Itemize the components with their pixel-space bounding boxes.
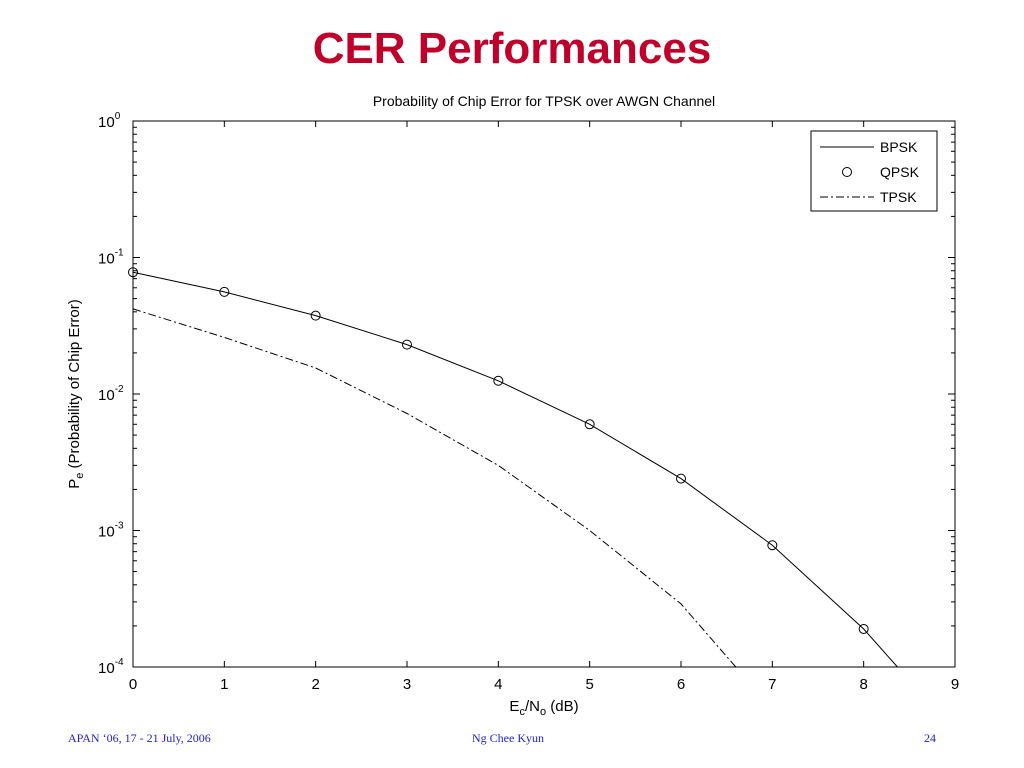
x-tick-label: 7 xyxy=(768,676,776,693)
data-point-qpsk xyxy=(402,339,412,350)
data-point-qpsk xyxy=(219,286,230,297)
x-tick-label: 5 xyxy=(585,676,593,693)
legend: BPSK QPSK TPSK xyxy=(810,130,938,212)
data-point-qpsk xyxy=(767,540,778,551)
x-tick-label: 4 xyxy=(494,676,502,693)
axis-ticks xyxy=(132,120,956,668)
footer-author: Ng Chee Kyun xyxy=(472,731,544,745)
data-point-qpsk xyxy=(493,375,504,386)
x-tick-label: 8 xyxy=(859,676,867,693)
x-tick-label: 2 xyxy=(311,676,319,693)
footer-event: APAN ‘06, 17 - 21 July, 2006 xyxy=(68,731,211,745)
data-point-qpsk xyxy=(310,310,321,321)
plot-frame xyxy=(132,120,956,668)
chart: 0 1 2 3 4 5 6 7 8 9 100 10-1 10-2 10-3 10-4 Probabili… xyxy=(66,93,959,718)
legend-label-tpsk: TPSK xyxy=(880,189,917,205)
footer-page-number: 24 xyxy=(924,731,936,745)
data-point-qpsk xyxy=(858,623,869,634)
y-tick-label: 10-4 xyxy=(98,657,124,677)
series-line-bpsk xyxy=(132,271,898,668)
slide-title: CER Performances xyxy=(312,24,712,73)
y-tick-label: 10-1 xyxy=(98,248,124,268)
x-axis-label: Ec/No (dB) xyxy=(509,698,578,718)
y-tick-label: 10-3 xyxy=(98,521,124,541)
legend-label-qpsk: QPSK xyxy=(880,164,920,180)
chart-title: Probability of Chip Error for TPSK over … xyxy=(373,93,715,109)
y-axis-label: Pe (Probability of Chip Error) xyxy=(66,299,86,489)
x-tick-label: 6 xyxy=(677,676,685,693)
x-tick-label: 0 xyxy=(129,676,137,693)
x-tick-label: 1 xyxy=(220,676,228,693)
legend-marker-qpsk xyxy=(842,167,852,177)
y-tick-label: 10-2 xyxy=(98,384,124,404)
data-point-qpsk xyxy=(584,419,595,430)
series-line-tpsk xyxy=(132,308,737,668)
x-tick-label: 3 xyxy=(403,676,411,693)
x-tick-label: 9 xyxy=(951,676,959,693)
legend-box xyxy=(810,130,938,212)
x-tick-labels: 0 1 2 3 4 5 6 7 8 9 xyxy=(129,676,959,693)
series-layer xyxy=(128,267,898,668)
legend-label-bpsk: BPSK xyxy=(880,139,918,155)
y-tick-label: 100 xyxy=(98,111,121,131)
data-point-qpsk xyxy=(676,473,686,484)
y-tick-labels: 100 10-1 10-2 10-3 10-4 xyxy=(98,111,124,677)
data-point-qpsk xyxy=(128,267,138,278)
